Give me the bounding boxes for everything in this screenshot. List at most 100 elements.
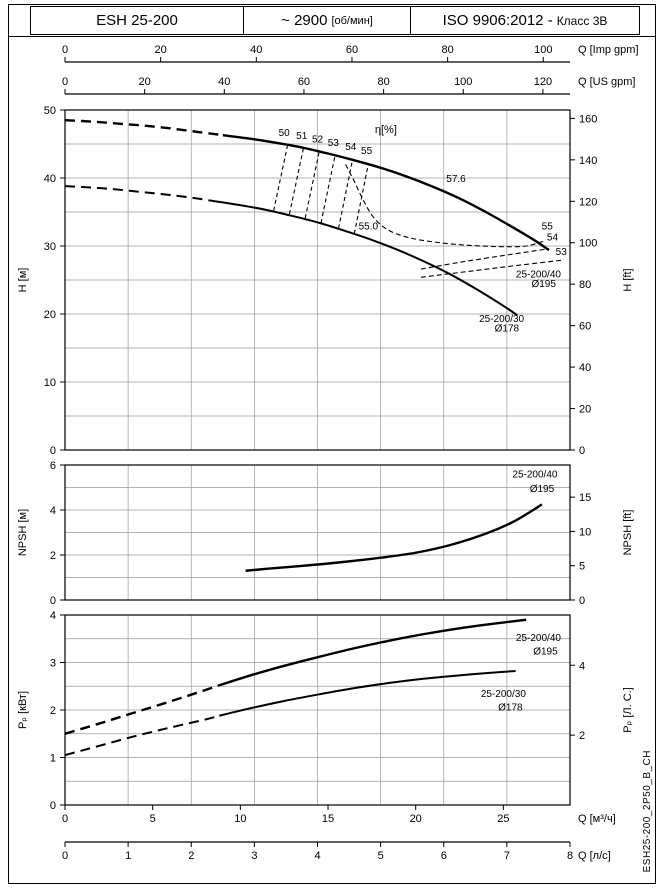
axis-tick-label: 5 [579,561,585,573]
curve-annotation: 50 [279,128,291,139]
axis-tick-label: 20 [579,404,591,416]
outer-frame [8,4,656,884]
curve-annotation: 25-200/30 [481,689,526,700]
axis-tick-label: 2 [188,850,194,862]
curve-annotation: Ø178 [498,702,523,713]
right-axis-title: Pₚ [Л. С.] [622,687,634,733]
axis-tick-label: 3 [50,658,56,670]
axis-tick-label: 0 [62,813,68,825]
axis-tick-label: 80 [441,44,453,56]
axis-tick-label: 20 [155,44,167,56]
axis-tick-label: 0 [50,595,56,607]
axis-tick-label: 0 [579,445,585,457]
axis-tick-label: 2 [50,550,56,562]
speed-value: ~ 2900 [281,12,328,29]
axis-tick-label: 100 [454,76,472,88]
power-25-200-30-solid [219,670,516,717]
pump-model-label: ESH 25-200 [96,12,178,29]
curve-annotation: Ø195 [533,646,558,657]
axis-tick-label: 2 [579,730,585,742]
axis-tick-label: 15 [579,492,591,504]
axis-tick-label: 4 [314,850,320,862]
power-25-200-30-dashed [64,714,220,757]
curve-annotation: Ø195 [531,279,556,290]
curve-annotation: 53 [556,247,568,258]
axis-tick-label: 120 [579,196,597,208]
power-25-200-40-dashed [64,684,220,735]
eff-contour-50 [273,144,289,211]
curve-annotation: 54 [547,233,559,244]
curve-annotation: η[%] [375,124,397,136]
head-25-200-40-solid [222,133,550,252]
axis-tick-label: 120 [534,76,552,88]
axis-tick-label: 100 [579,238,597,250]
iso-efficiency-54-line [420,248,550,270]
axis-tick-label: 4 [50,505,56,517]
axis-tick-label: 5 [150,813,156,825]
curve-annotation: 55 [542,222,554,233]
curve-annotation: 55 [361,146,373,157]
axis-tick-label: 25 [497,813,509,825]
top-axis-unit: Q [Imp gpm] [578,44,639,56]
iso-efficiency-53-line [420,259,562,278]
axis-tick-label: 7 [504,850,510,862]
left-axis-title: Pₚ [кВт] [17,691,29,729]
drawing-code: ESH25-200_2P50_B_CH [642,749,653,872]
head-25-200-30-dashed [64,185,215,203]
curve-annotation: 25-200/40 [516,633,561,644]
axis-tick-label: 3 [251,850,257,862]
eff-contour-54 [338,159,354,229]
axis-tick-label: 60 [579,321,591,333]
axis-tick-label: 1 [50,753,56,765]
left-axis-title: NPSH [м] [17,509,29,556]
axis-tick-label: 30 [44,241,56,253]
axis-tick-label: 0 [579,595,585,607]
axis-tick-label: 0 [62,850,68,862]
eff-contour-52 [304,151,320,219]
axis-tick-label: 40 [579,362,591,374]
axis-tick-label: 0 [50,800,56,812]
axis-tick-label: 10 [44,377,56,389]
top-axis-unit: Q [US gpm] [578,76,635,88]
head-25-200-40-dashed [64,119,223,137]
axis-tick-label: 40 [250,44,262,56]
head-25-200-30-solid [213,200,518,317]
curve-annotation: 52 [312,135,324,146]
bottom-axis-unit: Q [л/с] [578,850,611,862]
axis-tick-label: 0 [50,445,56,457]
axis-tick-label: 140 [579,155,597,167]
curve-annotation: 25-200/40 [512,469,557,480]
npsh-25-200-40 [245,503,543,572]
curve-annotation: Ø195 [530,484,555,495]
standard-class: Класс 3В [556,13,608,28]
right-axis-title: NPSH [ft] [622,510,634,556]
pump-model-cell: ESH 25-200 [31,7,244,34]
axis-tick-label: 40 [44,173,56,185]
right-axis-title: H [ft] [622,268,634,291]
curve-annotation: 51 [296,131,308,142]
axis-tick-label: 60 [298,76,310,88]
axis-tick-label: 0 [62,44,68,56]
axis-tick-label: 6 [50,460,56,472]
axis-tick-label: 10 [579,526,591,538]
axis-tick-label: 2 [50,705,56,717]
curve-annotation: 55.0 [359,222,379,233]
axis-tick-label: 4 [50,610,56,622]
axis-tick-label: 1 [125,850,131,862]
axis-tick-label: 40 [218,76,230,88]
bottom-axis-unit: Q [м³/ч] [578,813,616,825]
axis-tick-label: 20 [410,813,422,825]
axis-tick-label: 6 [441,850,447,862]
axis-tick-label: 0 [62,76,68,88]
axis-tick-label: 20 [44,309,56,321]
curve-annotation: Ø178 [495,324,520,335]
axis-tick-label: 80 [579,279,591,291]
axis-tick-label: 10 [234,813,246,825]
axis-tick-label: 100 [534,44,552,56]
header-divider [8,36,656,37]
curve-annotation: 25-200/30 [479,314,524,325]
speed-unit: [об/мин] [331,14,373,27]
standard-label: ISO 9906:2012 - [442,12,553,29]
